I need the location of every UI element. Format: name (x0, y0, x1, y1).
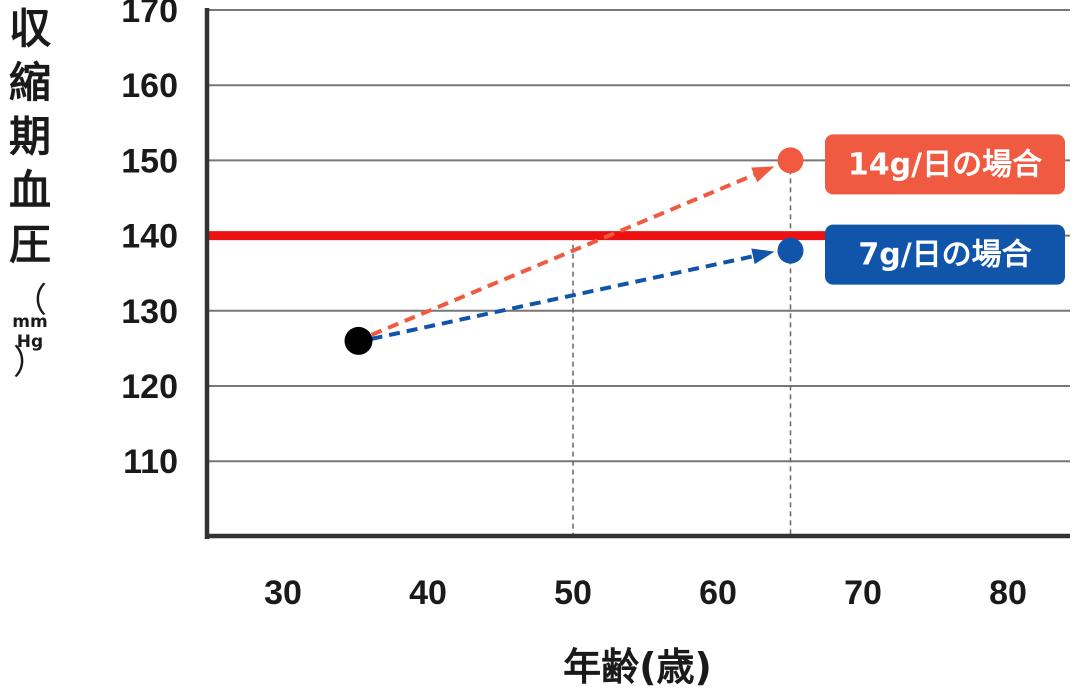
y-axis-unit: （ mm Hg ） (4, 281, 56, 383)
series-arrows (370, 166, 775, 341)
data-points (344, 147, 804, 355)
y-axis-unit-mm: mm (12, 312, 48, 332)
y-tick-label: 130 (121, 293, 178, 331)
y-axis-label-char: 圧 (8, 220, 51, 269)
y-axis-unit-open-paren: （ (13, 281, 47, 321)
y-axis-label-char: 血 (8, 166, 51, 215)
y-axis-unit-close-paren: ） (13, 343, 47, 383)
x-tick-label: 70 (844, 574, 882, 612)
guide-lines (572, 160, 792, 536)
series-label-text: 14g/日の場合 (848, 147, 1042, 182)
series-arrow-line (370, 173, 755, 337)
y-axis-label-char: 縮 (8, 58, 51, 107)
series-arrow-head (751, 248, 775, 265)
x-tick-labels: 30 40 50 60 70 80 (264, 574, 1027, 612)
start-point (344, 326, 373, 355)
y-tick-labels: 110 120 130 140 150 160 170 (121, 0, 178, 481)
y-tick-label: 140 (121, 218, 178, 256)
y-axis-label: 収 縮 期 血 圧 (6, 2, 54, 272)
y-tick-label: 160 (121, 67, 178, 105)
x-tick-label: 60 (699, 574, 737, 612)
y-tick-label: 170 (121, 0, 178, 30)
y-tick-label: 110 (123, 443, 178, 481)
x-tick-label: 30 (264, 574, 302, 612)
x-tick-label: 80 (989, 574, 1027, 612)
axes (204, 8, 1070, 539)
series-arrow-line (371, 254, 754, 341)
series-label-badge (825, 134, 1065, 195)
x-tick-label: 50 (554, 574, 592, 612)
x-axis-label: 年齢(歳) (563, 645, 712, 689)
series-end-point (777, 237, 804, 264)
series-labels: 14g/日の場合 7g/日の場合 (825, 134, 1065, 285)
series-arrow-head (751, 166, 775, 183)
series-end-point (777, 147, 804, 174)
x-tick-label: 40 (409, 574, 447, 612)
y-axis-unit-hg: Hg (16, 332, 44, 352)
series-label-badge (825, 224, 1065, 285)
y-tick-label: 150 (121, 142, 178, 180)
y-axis-label-char: 収 (8, 4, 51, 53)
y-tick-label: 120 (121, 368, 178, 406)
y-axis-label-char: 期 (8, 112, 51, 161)
series-label-text: 7g/日の場合 (858, 238, 1031, 273)
